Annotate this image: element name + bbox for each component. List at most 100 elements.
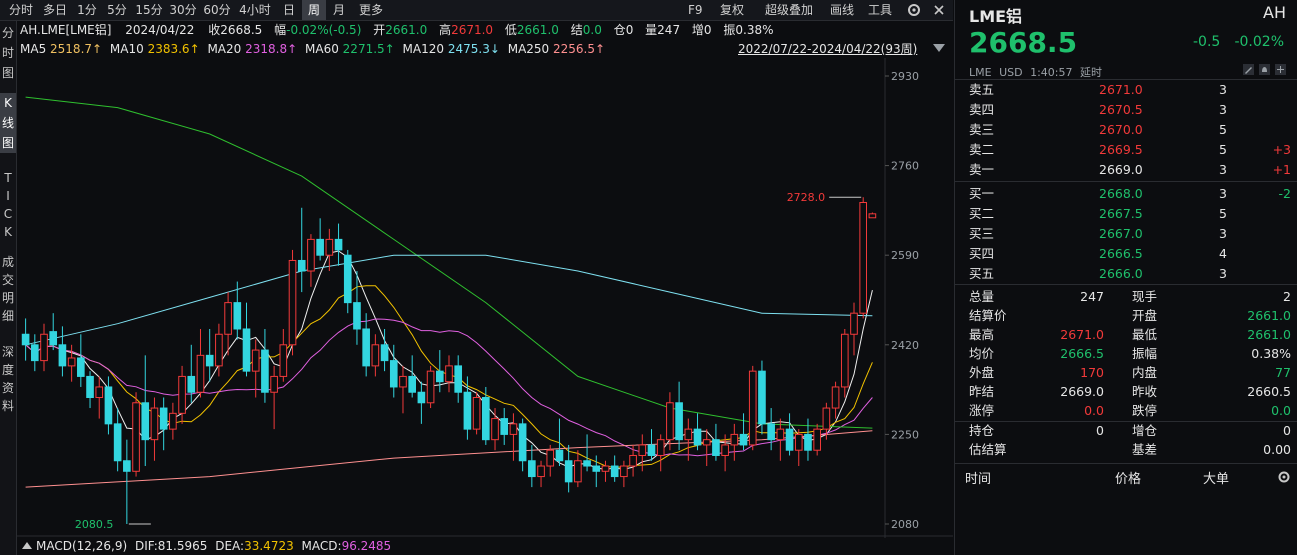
left-tab-3[interactable]: 成交明细 [0, 253, 16, 325]
candle[interactable] [528, 444, 536, 488]
candle[interactable] [49, 313, 58, 351]
candle[interactable] [822, 402, 831, 440]
candle[interactable] [426, 365, 435, 409]
candle[interactable] [739, 413, 748, 451]
candle[interactable] [435, 350, 444, 393]
candle[interactable] [389, 344, 398, 398]
candle[interactable] [712, 423, 720, 461]
period-tab-1[interactable]: 多日 [42, 3, 67, 17]
candle[interactable] [472, 392, 481, 435]
candle[interactable] [288, 249, 297, 356]
candle[interactable] [40, 323, 48, 372]
candle[interactable] [187, 344, 196, 403]
candle[interactable] [518, 418, 527, 472]
candle[interactable] [325, 228, 334, 272]
candle[interactable] [684, 418, 693, 461]
candle[interactable] [656, 434, 665, 472]
candle[interactable] [748, 365, 757, 451]
candle[interactable] [132, 392, 140, 477]
candle[interactable] [629, 444, 637, 477]
candle[interactable] [804, 418, 812, 461]
candle[interactable] [371, 334, 380, 377]
candle[interactable] [417, 381, 426, 424]
candle[interactable] [482, 386, 490, 445]
candle[interactable] [831, 381, 840, 419]
candle[interactable] [21, 318, 30, 361]
toolbar-item-3[interactable]: 画线 [830, 3, 855, 17]
candle[interactable] [776, 418, 785, 461]
period-tab-3[interactable]: 5分 [107, 3, 127, 17]
candle[interactable] [408, 355, 416, 398]
candle[interactable] [205, 328, 214, 382]
candle[interactable] [592, 455, 601, 488]
candle[interactable] [353, 271, 361, 345]
candle[interactable] [638, 434, 647, 472]
candle[interactable] [564, 444, 573, 493]
candle[interactable] [95, 376, 104, 419]
candle[interactable] [537, 460, 545, 488]
add-icon[interactable] [1275, 64, 1286, 75]
candle[interactable] [169, 402, 177, 440]
candle[interactable] [601, 460, 610, 482]
candle[interactable] [693, 413, 702, 451]
candle[interactable] [380, 328, 389, 372]
candle[interactable] [30, 334, 39, 372]
candle[interactable] [463, 376, 472, 440]
period-tab-10[interactable]: 月 [332, 3, 345, 17]
close-icon[interactable] [932, 0, 948, 20]
candle[interactable] [58, 326, 67, 377]
settings-gear-icon[interactable] [906, 0, 924, 20]
candle[interactable] [343, 249, 352, 314]
candle[interactable] [104, 376, 113, 435]
period-tab-2[interactable]: 1分 [77, 3, 97, 17]
candle[interactable] [868, 212, 877, 219]
left-tab-4[interactable]: 深度资料 [0, 343, 16, 415]
candle[interactable] [730, 423, 739, 461]
candle[interactable] [574, 450, 582, 488]
ask-row[interactable]: 卖五 2671.0 3 [969, 80, 1291, 100]
trades-settings-icon[interactable] [1277, 470, 1291, 487]
candle[interactable] [270, 365, 278, 430]
candle[interactable] [794, 429, 803, 467]
candle[interactable] [316, 218, 324, 261]
candle[interactable] [242, 302, 251, 377]
bid-row[interactable]: 买五 2666.0 3 [969, 264, 1291, 284]
collapse-icon[interactable] [22, 542, 32, 549]
left-tab-0[interactable]: 分时图 [0, 23, 16, 83]
ask-row[interactable]: 卖三 2670.0 5 [969, 120, 1291, 140]
candle[interactable] [721, 434, 729, 472]
period-tab-11[interactable]: 更多 [358, 3, 383, 17]
candle[interactable] [555, 418, 564, 467]
candle[interactable] [850, 302, 858, 356]
candle[interactable] [445, 355, 453, 393]
candle[interactable] [675, 381, 683, 451]
candle[interactable] [500, 408, 509, 445]
date-range-link[interactable]: 2022/07/22-2024/04/22(93周) [738, 42, 918, 56]
candle[interactable] [334, 223, 343, 266]
period-tab-7[interactable]: 4小时 [239, 3, 271, 17]
period-tab-4[interactable]: 15分 [135, 3, 163, 17]
candle[interactable] [491, 408, 499, 451]
candle[interactable] [215, 323, 223, 377]
candle[interactable] [813, 423, 821, 456]
candle[interactable] [113, 408, 122, 472]
candle[interactable] [399, 365, 407, 414]
candle[interactable] [123, 439, 131, 524]
period-tab-0[interactable]: 分时 [8, 3, 33, 17]
toolbar-item-2[interactable]: 超级叠加 [765, 3, 814, 17]
candle[interactable] [233, 281, 242, 340]
candle[interactable] [840, 328, 849, 398]
candle[interactable] [546, 444, 555, 477]
candle[interactable] [251, 339, 260, 398]
candle[interactable] [178, 365, 186, 424]
trades-col-time[interactable]: 时间 [965, 472, 992, 487]
candle[interactable] [583, 434, 591, 472]
bell-icon[interactable] [1259, 64, 1270, 75]
bid-row[interactable]: 买三 2667.0 3 [969, 224, 1291, 244]
candle[interactable] [702, 429, 711, 467]
candle[interactable] [141, 355, 150, 467]
range-dropdown-icon[interactable] [933, 44, 945, 52]
candle[interactable] [196, 328, 205, 398]
